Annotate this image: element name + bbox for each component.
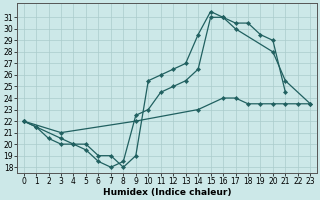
X-axis label: Humidex (Indice chaleur): Humidex (Indice chaleur) [103, 188, 231, 197]
